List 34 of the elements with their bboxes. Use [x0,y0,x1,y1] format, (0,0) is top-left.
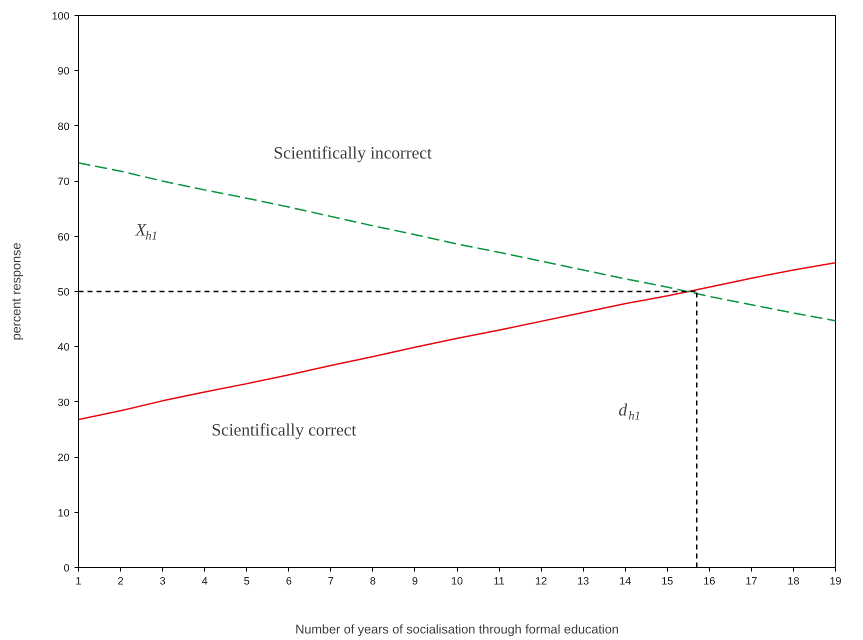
y-tick-label: 60 [58,231,70,244]
x-tick-label: 17 [745,576,758,588]
y-tick-label: 30 [58,396,70,409]
annotation: Scientifically correct [212,420,356,440]
x-tick-label: 2 [118,576,124,588]
y-tick-label: 10 [58,507,70,520]
y-axis-title: percent response [10,242,24,340]
x-tick-label: 19 [830,576,842,588]
y-tick-label: 20 [58,452,70,464]
x-tick-label: 9 [412,576,418,588]
x-tick-label: 7 [328,576,334,588]
x-tick-label: 18 [788,576,800,588]
y-tick-label: 50 [58,286,70,298]
y-tick-label: 80 [58,120,70,133]
x-tick-label: 6 [286,576,292,588]
x-tick-label: 5 [244,576,250,588]
x-tick-label: 10 [451,576,463,588]
x-tick-label: 4 [202,576,208,588]
y-tick-label: 40 [58,342,70,354]
x-tick-label: 1 [76,576,82,588]
x-tick-label: 11 [494,576,505,588]
y-tick-label: 0 [64,562,70,574]
x-tick-label: 8 [370,576,376,588]
x-axis-title: Number of years of socialisation through formal education [295,622,619,636]
x-tick-label: 12 [535,576,548,588]
x-tick-label: 15 [661,576,674,588]
y-tick-label: 90 [58,66,70,78]
x-tick-label: 16 [703,576,716,588]
x-tick-label: 14 [619,576,632,588]
y-tick-label: 70 [58,176,70,188]
x-tick-label: 13 [577,576,590,588]
annotation: Scientifically incorrect [274,144,432,162]
x-tick-label: 3 [160,576,166,588]
y-tick-label: 100 [52,10,70,22]
